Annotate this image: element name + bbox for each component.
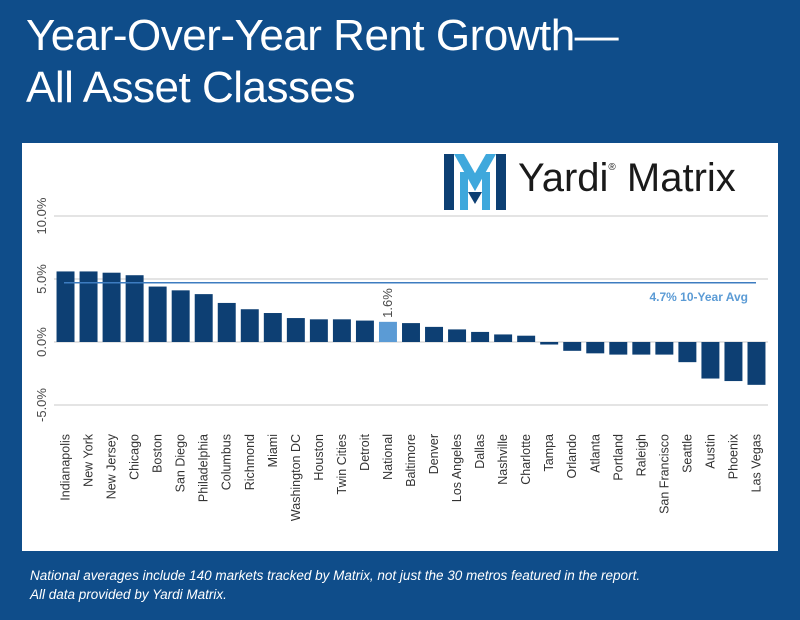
bar — [747, 342, 766, 385]
y-tick-label: 5.0% — [34, 264, 49, 294]
x-tick-label: Indianapolis — [59, 434, 73, 501]
ten-year-average-label: 4.7% 10-Year Avg — [649, 290, 748, 304]
bar — [609, 342, 628, 355]
x-tick-label: Phoenix — [726, 433, 740, 479]
bar — [332, 319, 351, 342]
yardi-matrix-logo-mark-icon — [444, 154, 506, 210]
bar — [655, 342, 674, 355]
logo-brand-text: Yardi — [518, 156, 609, 200]
yardi-matrix-wordmark: Yardi® Matrix — [518, 156, 736, 201]
bar — [471, 331, 490, 342]
x-tick-label: San Diego — [174, 434, 188, 492]
logo-product-text: Matrix — [626, 156, 736, 200]
x-tick-label: Seattle — [680, 434, 694, 473]
x-tick-label: Denver — [427, 434, 441, 474]
x-tick-label: Charlotte — [519, 434, 533, 485]
x-tick-label: Miami — [266, 434, 280, 467]
bar — [194, 294, 213, 342]
bar — [494, 334, 513, 342]
bar-national — [378, 321, 397, 342]
logo-registered-mark: ® — [608, 162, 616, 173]
chart-title-line-2: All Asset Classes — [26, 63, 355, 112]
bar — [540, 342, 559, 345]
bar — [125, 275, 144, 342]
x-tick-label: Austin — [703, 434, 717, 469]
x-tick-label: Raleigh — [634, 434, 648, 476]
bar — [148, 286, 167, 342]
bar — [240, 309, 259, 342]
bar — [517, 335, 536, 342]
x-tick-label: Orlando — [565, 434, 579, 479]
bar-chart: 10.0% 5.0% 0.0% -5.0% 4.7% 10-Year Avg 1.6% In… — [34, 197, 768, 521]
x-tick-label: Chicago — [128, 434, 142, 480]
x-tick-label: Boston — [151, 434, 165, 473]
x-tick-label: Richmond — [243, 434, 257, 490]
x-tick-label: Tampa — [542, 434, 556, 472]
x-tick-label: Dallas — [473, 434, 487, 469]
bar — [102, 272, 121, 342]
bar — [309, 319, 328, 342]
y-tick-label: 0.0% — [34, 327, 49, 357]
bar — [263, 313, 282, 342]
yardi-matrix-logo: Yardi® Matrix — [440, 146, 775, 216]
x-tick-label: Detroit — [358, 433, 372, 470]
footnote-line-1: National averages include 140 markets tr… — [30, 568, 641, 583]
bar — [355, 320, 374, 342]
chart-title-line-1: Year-Over-Year Rent Growth— — [26, 11, 619, 60]
x-tick-label: Washington DC — [289, 434, 303, 521]
x-tick-label: Philadelphia — [197, 434, 211, 502]
bar — [563, 342, 582, 351]
bar — [448, 329, 467, 342]
x-tick-label: San Francisco — [657, 434, 671, 514]
bar — [586, 342, 605, 354]
y-tick-label: -5.0% — [34, 388, 49, 422]
x-tick-label: Nashville — [496, 434, 510, 485]
x-tick-label: New York — [82, 433, 96, 487]
x-tick-label: New Jersey — [105, 433, 119, 499]
bar — [425, 326, 444, 342]
x-tick-label: Columbus — [220, 434, 234, 490]
chart-panel — [22, 143, 778, 551]
x-tick-label: Atlanta — [588, 434, 602, 473]
x-tick-label: Los Angeles — [450, 434, 464, 502]
x-tick-label: Portland — [611, 434, 625, 481]
bar — [286, 318, 305, 342]
x-tick-label: Baltimore — [404, 434, 418, 487]
data-label: 1.6% — [380, 288, 395, 318]
y-tick-label: 10.0% — [34, 197, 49, 234]
bar — [632, 342, 651, 355]
chart-title: Year-Over-Year Rent Growth— All Asset Cl… — [26, 10, 786, 114]
x-tick-label: Las Vegas — [749, 434, 763, 492]
bar — [56, 271, 75, 342]
x-tick-label: National — [381, 434, 395, 480]
bar — [402, 323, 420, 342]
bar — [701, 342, 720, 379]
x-tick-label: Twin Cities — [335, 434, 349, 494]
footnote-line-2: All data provided by Yardi Matrix. — [30, 587, 227, 602]
bar — [217, 302, 236, 342]
bar — [171, 290, 190, 342]
x-tick-label: Houston — [312, 434, 326, 481]
footnote: National averages include 140 markets tr… — [30, 566, 790, 604]
bar — [724, 342, 743, 382]
bar — [678, 342, 697, 363]
bar — [79, 271, 98, 342]
